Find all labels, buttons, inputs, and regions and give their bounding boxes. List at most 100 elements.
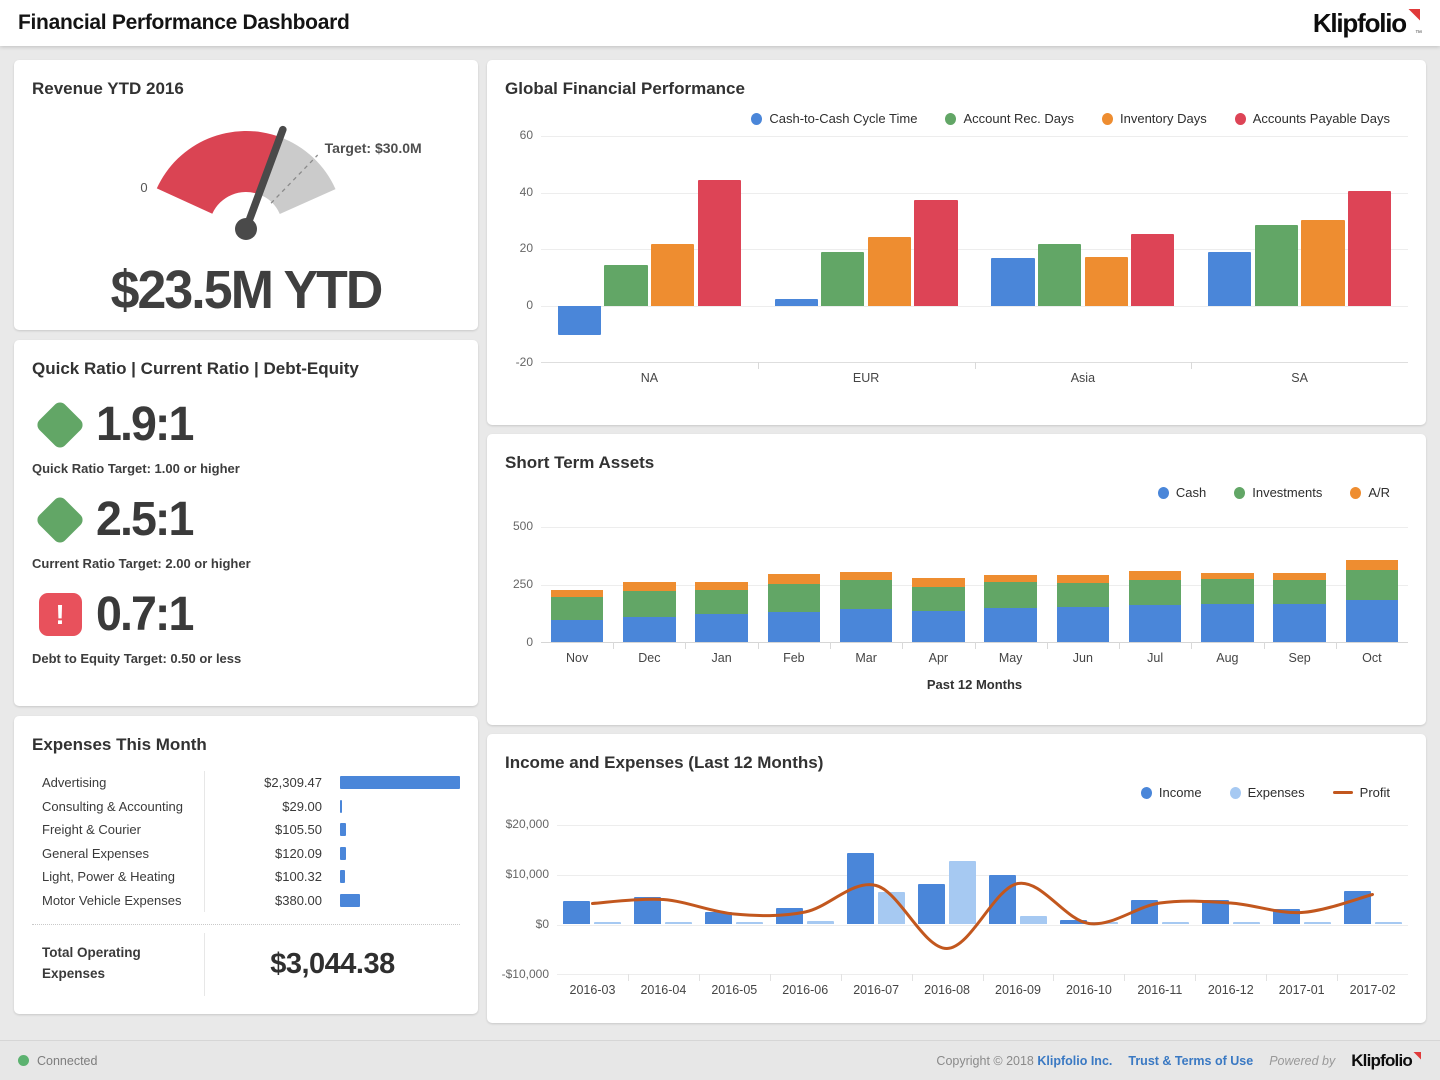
bar-account-rec-days[interactable] <box>1255 225 1298 306</box>
stack-segment-cash[interactable] <box>1346 600 1399 642</box>
stack-segment-cash[interactable] <box>768 612 821 642</box>
stack-segment-a-r[interactable] <box>1201 573 1254 580</box>
bar-inventory-days[interactable] <box>868 237 911 307</box>
stack-segment-investments[interactable] <box>840 580 893 609</box>
income-bar[interactable] <box>1131 900 1158 924</box>
bar-accounts-payable-days[interactable] <box>914 200 957 306</box>
stack-segment-cash[interactable] <box>984 608 1037 642</box>
stack-segment-investments[interactable] <box>551 597 604 620</box>
stack-segment-a-r[interactable] <box>1057 575 1110 582</box>
stack-segment-investments[interactable] <box>695 590 748 615</box>
legend-item-accounts-payable-days[interactable]: Accounts Payable Days <box>1235 111 1390 126</box>
stack-segment-a-r[interactable] <box>1273 573 1326 581</box>
stack-segment-cash[interactable] <box>1201 604 1254 642</box>
legend-item-inventory-days[interactable]: Inventory Days <box>1102 111 1207 126</box>
bar-accounts-payable-days[interactable] <box>1131 234 1174 306</box>
stack-segment-investments[interactable] <box>1129 580 1182 605</box>
bar-cash-to-cash-cycle-time[interactable] <box>558 306 601 334</box>
stack-segment-investments[interactable] <box>1273 580 1326 603</box>
bar-group-sa <box>1191 136 1408 362</box>
legend-item-account-rec-days[interactable]: Account Rec. Days <box>945 111 1074 126</box>
stack-segment-a-r[interactable] <box>912 578 965 587</box>
stack-segment-investments[interactable] <box>1346 570 1399 600</box>
gridline <box>541 527 1408 528</box>
stack-segment-a-r[interactable] <box>984 575 1037 582</box>
income-bar[interactable] <box>1344 891 1371 924</box>
stack-segment-a-r[interactable] <box>695 582 748 590</box>
bar-inventory-days[interactable] <box>1085 257 1128 307</box>
income-bar[interactable] <box>563 901 590 924</box>
stack-segment-investments[interactable] <box>768 584 821 612</box>
legend-item-profit[interactable]: Profit <box>1333 785 1390 800</box>
income-bar[interactable] <box>1202 900 1229 924</box>
expenses-bar[interactable] <box>1375 922 1402 924</box>
legend-item-cash-to-cash-cycle-time[interactable]: Cash-to-Cash Cycle Time <box>751 111 917 126</box>
footer: Connected Copyright © 2018 Klipfolio Inc… <box>0 1040 1440 1080</box>
stack-segment-investments[interactable] <box>1057 583 1110 607</box>
company-link[interactable]: Klipfolio Inc. <box>1037 1054 1112 1068</box>
stack-segment-cash[interactable] <box>840 609 893 642</box>
stack-segment-cash[interactable] <box>1057 607 1110 642</box>
legend-item-expenses[interactable]: Expenses <box>1230 785 1305 800</box>
expenses-bar[interactable] <box>1091 922 1118 924</box>
stack-segment-a-r[interactable] <box>551 590 604 597</box>
terms-link[interactable]: Trust & Terms of Use <box>1128 1054 1253 1068</box>
expenses-bar[interactable] <box>736 922 763 924</box>
stack-segment-investments[interactable] <box>984 582 1037 608</box>
legend-item-investments[interactable]: Investments <box>1234 485 1322 500</box>
stack-segment-cash[interactable] <box>1129 605 1182 642</box>
bar-account-rec-days[interactable] <box>1038 244 1081 306</box>
stack-segment-cash[interactable] <box>551 620 604 642</box>
stack-segment-a-r[interactable] <box>840 572 893 580</box>
expense-bar <box>340 847 346 860</box>
bar-cash-to-cash-cycle-time[interactable] <box>991 258 1034 306</box>
stack-segment-a-r[interactable] <box>623 582 676 591</box>
stack-segment-cash[interactable] <box>623 617 676 642</box>
stack-segment-investments[interactable] <box>912 587 965 611</box>
income-bar[interactable] <box>705 912 732 924</box>
legend-item-cash[interactable]: Cash <box>1158 485 1206 500</box>
income-bar[interactable] <box>1273 909 1300 924</box>
expenses-bar[interactable] <box>1304 922 1331 924</box>
expenses-table: Advertising$2,309.47Consulting & Account… <box>32 771 460 912</box>
income-bar[interactable] <box>918 884 945 924</box>
expenses-bar[interactable] <box>807 921 834 924</box>
stack-segment-investments[interactable] <box>1201 579 1254 604</box>
income-bar[interactable] <box>776 908 803 924</box>
stack-segment-cash[interactable] <box>1273 604 1326 642</box>
expenses-bar[interactable] <box>949 861 976 924</box>
income-bar[interactable] <box>847 853 874 924</box>
bar-accounts-payable-days[interactable] <box>1348 191 1391 306</box>
bar-inventory-days[interactable] <box>1301 220 1344 307</box>
expense-amount: $29.00 <box>204 794 322 818</box>
income-bar[interactable] <box>989 875 1016 924</box>
stack-segment-cash[interactable] <box>695 614 748 642</box>
expenses-bar[interactable] <box>878 892 905 924</box>
expenses-bar[interactable] <box>1020 916 1047 924</box>
expense-bar-zone <box>322 847 460 860</box>
bar-cash-to-cash-cycle-time[interactable] <box>1208 252 1251 306</box>
bar-cash-to-cash-cycle-time[interactable] <box>775 299 818 306</box>
x-axis-tick <box>758 642 759 649</box>
expenses-bar[interactable] <box>665 922 692 924</box>
income-bar[interactable] <box>1060 920 1087 924</box>
bar-inventory-days[interactable] <box>651 244 694 306</box>
bar-account-rec-days[interactable] <box>821 252 864 306</box>
bar-accounts-payable-days[interactable] <box>698 180 741 306</box>
stack-segment-a-r[interactable] <box>1129 571 1182 580</box>
legend-item-a-r[interactable]: A/R <box>1350 485 1390 500</box>
income-bar[interactable] <box>634 897 661 924</box>
stack-segment-investments[interactable] <box>623 591 676 617</box>
expenses-bar[interactable] <box>1233 922 1260 924</box>
expense-amount: $100.32 <box>204 865 322 889</box>
expenses-bar[interactable] <box>1162 922 1189 924</box>
stack-segment-a-r[interactable] <box>1346 560 1399 570</box>
x-axis-label: 2016-11 <box>1124 983 1195 997</box>
expenses-card: Expenses This Month Advertising$2,309.47… <box>14 716 478 1014</box>
stack-segment-a-r[interactable] <box>768 574 821 583</box>
expenses-bar[interactable] <box>594 922 621 924</box>
legend-item-income[interactable]: Income <box>1141 785 1202 800</box>
bar-account-rec-days[interactable] <box>604 265 647 306</box>
stack-segment-cash[interactable] <box>912 611 965 642</box>
expense-row: Advertising$2,309.47 <box>32 771 460 795</box>
